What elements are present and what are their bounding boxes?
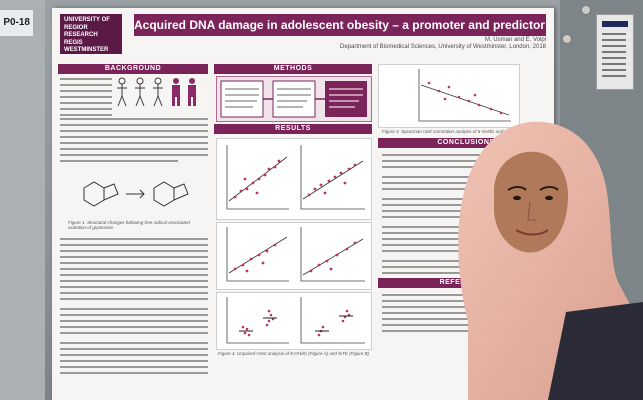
results-dotplot-figure	[216, 292, 372, 350]
background-text	[60, 78, 112, 120]
poster-title: Acquired DNA damage in adolescent obesit…	[134, 18, 554, 32]
figure-4-caption: Figure 4. Unpaired t-test analysis of 8-…	[218, 351, 370, 356]
face	[494, 151, 568, 253]
logo-line: WESTMINSTER	[64, 47, 109, 53]
logo-line: UNIVERSITY OF	[64, 17, 110, 23]
figure-3-caption: Figure 3. Spearman rank correlation anal…	[382, 129, 517, 134]
logo-line: REGIS	[64, 39, 83, 46]
background-text-2	[60, 118, 208, 166]
methods-header: METHODS	[214, 64, 372, 74]
people-figure	[114, 76, 206, 110]
logo-line: REGIOR	[64, 24, 88, 31]
presenter-person	[458, 121, 643, 400]
logo-line: RESEARCH	[64, 32, 98, 38]
methods-flowchart	[216, 76, 372, 122]
university-logo: UNIVERSITY OF REGIOR RESEARCH REGIS WEST…	[60, 14, 122, 54]
pushpin	[562, 34, 572, 44]
results-scatter-figure-a	[216, 138, 372, 220]
conclusions-header: CONCLUSIONS	[378, 138, 554, 148]
background-header: BACKGROUND	[58, 64, 208, 74]
background-text-3	[60, 238, 208, 378]
results-scatter-figure-b	[216, 222, 372, 290]
title-band: Acquired DNA damage in adolescent obesit…	[134, 14, 554, 36]
pinned-paper	[596, 14, 634, 90]
poster-board-left	[0, 0, 45, 400]
poster-header: UNIVERSITY OF REGIOR RESEARCH REGIS WEST…	[52, 8, 554, 60]
poster-authors: M. Usman and E. Volpi	[484, 37, 546, 43]
poster-department: Department of Biomedical Sciences, Unive…	[340, 44, 546, 50]
dark-top	[548, 302, 643, 400]
pushpin	[581, 5, 591, 15]
board-number-tag: P0-18	[0, 10, 33, 36]
correlation-figure	[378, 64, 520, 128]
figure-1-caption: Figure 1. Structural changes following f…	[68, 220, 190, 230]
guanosine-structure-figure	[74, 176, 194, 218]
results-header: RESULTS	[214, 124, 372, 134]
